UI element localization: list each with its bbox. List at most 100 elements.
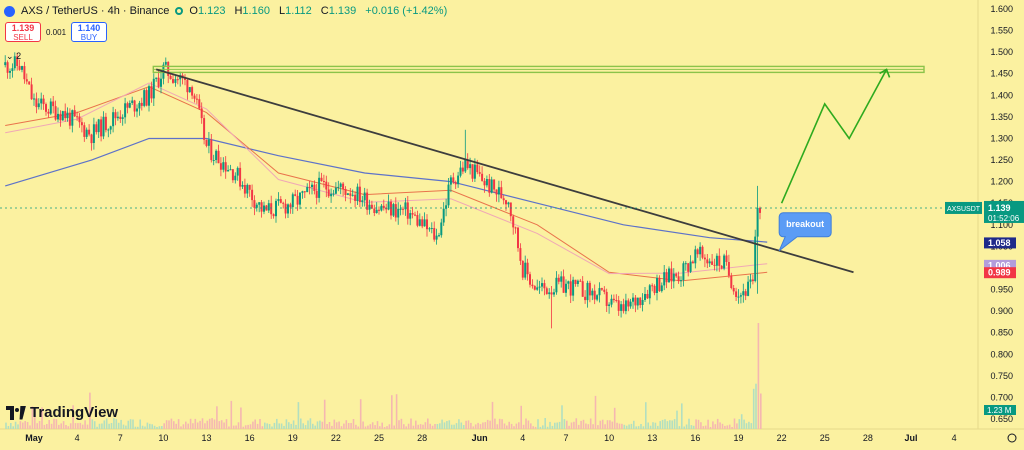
candle-body [529,274,531,285]
candle-body [464,159,467,172]
volume-bar [666,421,669,429]
volume-bar [669,420,671,429]
candle-body [428,228,431,230]
candle-body [306,186,309,193]
candle-body [284,203,287,214]
candle-body [236,167,239,176]
candle-body [239,167,242,187]
candle-body [509,202,512,217]
candle-body [749,279,752,282]
volume-bar [568,425,570,429]
candle-body [531,284,534,287]
volume-bar [714,424,717,429]
buy-button[interactable]: 1.140 BUY [71,22,107,42]
volume-bar [74,423,77,429]
candle-body [517,227,519,249]
candle-body [303,191,306,193]
candle-body [711,261,714,265]
x-tick-label: 19 [733,433,743,443]
candle-body [188,87,191,93]
candle-body [234,175,237,181]
breakout-callout[interactable] [778,212,832,252]
volume-bar [400,418,403,429]
candle-body [411,213,414,215]
indicators-toggle[interactable]: ⌄ 2 [6,51,21,62]
volume-bar [69,423,72,429]
candle-body [562,276,565,293]
candle-body [402,208,404,210]
projection-path[interactable] [780,69,888,204]
volume-bar [733,418,736,429]
candle-body [500,187,503,199]
volume-bar [67,426,70,429]
volume-bar [137,426,139,429]
candle-body [478,172,481,174]
volume-bar [664,419,666,429]
candle-body [512,216,515,228]
candle-body [313,184,316,191]
sell-button[interactable]: 1.139 SELL [5,22,41,42]
candle-body [524,262,527,278]
volume-bar [256,423,259,429]
candle-body [76,116,79,118]
candle-body [572,279,575,296]
volume-bar [185,421,187,429]
volume-bar [685,424,688,429]
volume-bar [683,426,685,429]
volume-bar [276,418,278,429]
tradingview-logo[interactable]: TradingView [6,404,118,421]
sell-label: SELL [13,33,33,42]
x-tick-label: 25 [820,433,830,443]
candle-body [215,150,218,160]
candle-body [231,169,234,181]
candle-body [715,255,718,266]
volume-bar [549,421,551,429]
volume-bar [278,423,280,429]
volume-bar [728,424,731,429]
candle-body [85,129,88,137]
volume-bar [623,424,626,429]
volume-bar [218,421,221,429]
descending-trendline[interactable] [155,68,854,274]
candle-body [742,291,745,296]
volume-bar [611,421,614,429]
y-tick-label: 1.550 [990,26,1013,36]
candle-body [296,195,299,205]
candle-body [342,183,345,189]
symbol-title[interactable]: AXS / TetherUS · 4h · Binance [21,5,170,17]
candle-body [152,78,155,99]
volume-bar [352,419,355,429]
candle-body [471,164,474,179]
x-tick-label: 10 [158,433,168,443]
volume-bar [556,422,558,429]
candle-body [615,300,618,301]
volume-bar [280,423,283,429]
candle-body [521,260,524,278]
candle-body [229,169,232,171]
candle-body [164,61,167,65]
volume-bar [692,425,695,429]
candle-body [224,162,227,172]
volume-bar [661,419,664,429]
volume-bar [678,426,681,429]
candle-body [680,280,682,282]
settings-icon[interactable] [1007,433,1017,443]
candle-body [423,219,426,227]
candle-body [133,100,136,112]
candle-body [526,262,529,275]
volume-bar [407,423,410,429]
candle-body [739,295,742,297]
symbol-tag [945,201,982,214]
candle-body [397,208,400,218]
volume-bar [72,405,74,429]
candle-body [57,113,59,120]
volume-bar [331,425,333,429]
volume-bar [115,419,118,429]
candle-body [560,276,563,282]
candle-body [392,204,395,216]
candle-body [193,95,196,99]
volume-bar [89,392,91,429]
volume-bar [117,422,120,429]
